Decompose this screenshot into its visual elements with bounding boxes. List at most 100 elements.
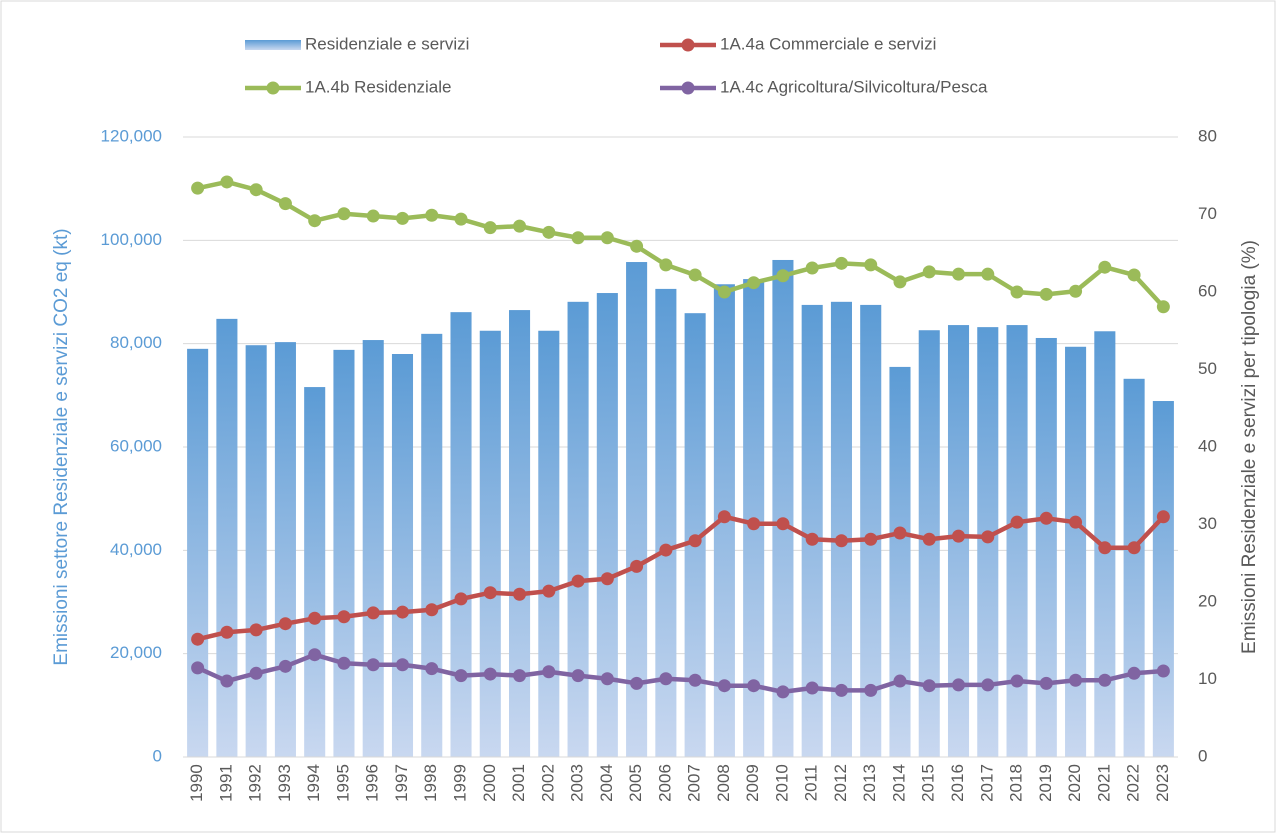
point	[747, 517, 761, 531]
point	[308, 648, 322, 662]
bar	[1006, 325, 1028, 757]
x-tick-label: 2008	[714, 764, 733, 802]
point	[922, 265, 936, 279]
x-tick-label: 2016	[948, 764, 967, 802]
point	[571, 231, 585, 245]
x-tick-label: 2002	[538, 764, 557, 802]
point	[864, 683, 878, 697]
x-tick-label: 2001	[509, 764, 528, 802]
bar	[1152, 401, 1174, 757]
point	[688, 673, 702, 687]
bar	[1035, 337, 1057, 757]
y-tick-label: 60,000	[110, 436, 162, 455]
point	[893, 526, 907, 540]
bar	[245, 345, 267, 757]
point	[630, 676, 644, 690]
point	[278, 197, 292, 211]
point	[834, 534, 848, 548]
point	[747, 679, 761, 693]
point	[366, 209, 380, 223]
y-tick-label: 40,000	[110, 540, 162, 559]
y-tick-label: 80,000	[110, 333, 162, 352]
x-tick-label: 1997	[392, 764, 411, 802]
point	[1127, 541, 1141, 555]
point	[630, 559, 644, 573]
legend-label: Residenziale e servizi	[305, 34, 469, 53]
point	[922, 532, 936, 546]
y2-tick-label: 30	[1198, 514, 1217, 533]
bar	[1123, 378, 1145, 757]
point	[1156, 510, 1170, 524]
point	[513, 219, 527, 233]
point	[278, 659, 292, 673]
point	[1069, 515, 1083, 529]
point	[1098, 260, 1112, 274]
x-tick-label: 2000	[480, 764, 499, 802]
bar	[450, 312, 472, 757]
x-tick-label: 2021	[1094, 764, 1113, 802]
y-tick-label: 120,000	[101, 126, 162, 145]
point	[776, 269, 790, 283]
x-tick-label: 2012	[831, 764, 850, 802]
point	[659, 258, 673, 272]
point	[1069, 673, 1083, 687]
point	[600, 672, 614, 686]
x-tick-label: 2015	[919, 764, 938, 802]
point	[395, 658, 409, 672]
point	[308, 214, 322, 228]
bar	[509, 310, 531, 757]
legend-marker	[266, 81, 280, 95]
bar	[567, 301, 589, 757]
point	[191, 661, 205, 675]
point	[483, 586, 497, 600]
point	[600, 572, 614, 586]
point	[249, 183, 263, 197]
x-tick-label: 1995	[333, 764, 352, 802]
point	[249, 666, 263, 680]
point	[1010, 285, 1024, 299]
point	[1039, 287, 1053, 301]
y-axis-title: Emissioni settore Residenziale e servizi…	[51, 228, 72, 665]
point	[191, 632, 205, 646]
point	[513, 669, 527, 683]
bar	[772, 259, 794, 757]
bar	[216, 318, 238, 757]
bar	[626, 262, 648, 757]
point	[1010, 515, 1024, 529]
bar	[801, 304, 823, 757]
point	[308, 611, 322, 625]
x-tick-label: 2010	[772, 764, 791, 802]
line	[196, 652, 1164, 695]
point	[1156, 300, 1170, 314]
bar	[1065, 346, 1087, 757]
point	[1039, 676, 1053, 690]
line	[197, 179, 1166, 309]
point	[454, 592, 468, 606]
bar	[187, 348, 209, 757]
point	[513, 587, 527, 601]
point	[805, 532, 819, 546]
x-tick-label: 1994	[304, 764, 323, 802]
point	[542, 225, 556, 239]
point	[1127, 666, 1141, 680]
point	[571, 574, 585, 588]
y2-tick-label: 20	[1198, 591, 1217, 610]
bar	[421, 333, 443, 757]
point	[454, 669, 468, 683]
point	[1039, 511, 1053, 525]
x-tick-label: 2022	[1124, 764, 1143, 802]
point	[425, 662, 439, 676]
point	[747, 276, 761, 290]
point	[191, 181, 205, 195]
point	[1098, 673, 1112, 687]
legend-swatch	[245, 40, 301, 50]
point	[278, 617, 292, 631]
x-tick-label: 1992	[246, 764, 265, 802]
point	[220, 625, 234, 639]
point	[425, 603, 439, 617]
point	[659, 672, 673, 686]
x-tick-label: 2005	[626, 764, 645, 802]
x-tick-label: 1991	[216, 764, 235, 802]
point	[893, 275, 907, 289]
